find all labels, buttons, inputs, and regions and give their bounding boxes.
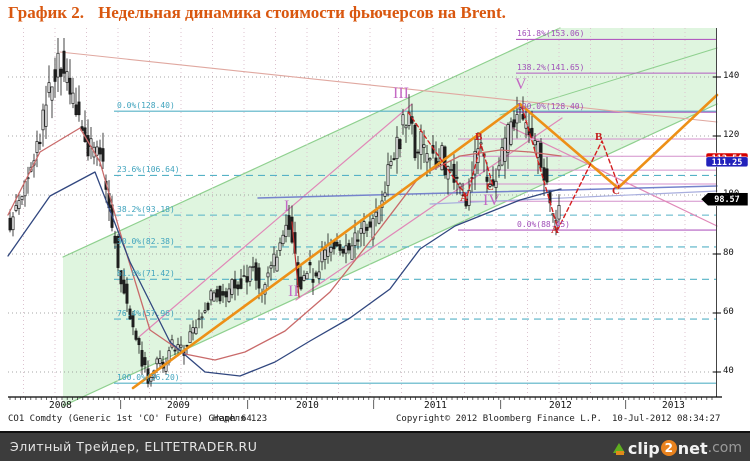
upload-arrow-base-icon <box>615 451 624 455</box>
x-axis-year-separator: | <box>623 400 629 410</box>
chart-title: График 2. Недельная динамика стоимости фь… <box>8 3 506 23</box>
title-bar: График 2. Недельная динамика стоимости фь… <box>0 0 750 28</box>
fib-retracement-label: 100.0%(36.20) <box>117 373 180 383</box>
y-axis-tick-label: 120 <box>723 130 740 140</box>
correction-wave-label: A <box>460 192 468 204</box>
chart-title-text: Недельная динамика стоимости фьючерсов н… <box>98 3 506 22</box>
fib-extension-label: 100.0%(128.40) <box>517 102 585 112</box>
correction-wave-label: C <box>612 185 620 197</box>
logo-com-text: .com <box>707 440 742 456</box>
x-axis-year-separator: | <box>498 400 504 410</box>
x-axis-year-label: 2011 <box>424 400 447 411</box>
week-label: Неделя 123 <box>213 414 268 424</box>
elliott-wave-label: III <box>393 85 409 102</box>
price-marker: 98.57 <box>714 195 740 205</box>
elliott-wave-label: V <box>515 76 527 93</box>
fib-retracement-label: 23.6%(106.64) <box>117 165 180 175</box>
chart-number-label: График 2. <box>8 3 85 22</box>
upload-arrow-icon <box>612 443 625 453</box>
elliott-wave-label: IV <box>483 192 500 209</box>
logo-2-badge: 2 <box>660 440 677 456</box>
elliott-wave-label: II <box>288 283 299 300</box>
elliott-wave-label: I <box>284 198 290 215</box>
fib-retracement-label: 61.8%(71.42) <box>117 269 175 279</box>
fib-extension-label: 161.8%(153.06) <box>517 29 585 39</box>
copyright-label: Copyright© 2012 Bloomberg Finance L.P. <box>396 414 602 424</box>
x-axis-year-separator: | <box>371 400 377 410</box>
price-marker: 111.25 <box>712 158 743 168</box>
watermark-bar: Элитный Трейдер, ELITETRADER.RU clip 2 n… <box>0 431 750 461</box>
fib-retracement-label: 0.0%(128.40) <box>117 101 175 111</box>
instrument-label: CO1 Comdty (Generic 1st 'CO' Future) Gra… <box>8 414 252 424</box>
y-axis-tick-label: 140 <box>723 71 740 81</box>
y-axis-tick-label: 100 <box>723 189 740 199</box>
y-axis-tick-label: 40 <box>723 366 734 376</box>
logo-clip-text: clip <box>627 438 660 458</box>
timestamp-label: 10-Jul-2012 08:34:27 <box>612 414 721 424</box>
y-axis-tick-label: 60 <box>723 307 734 317</box>
correction-wave-label: A <box>551 224 559 236</box>
fib-retracement-label: 76.4%(57.96) <box>117 309 175 319</box>
fib-extension-label: 138.2%(141.65) <box>517 63 585 73</box>
fib-retracement-label: 50.0%(82.38) <box>117 236 175 246</box>
x-axis-year-separator: | <box>245 400 251 410</box>
correction-wave-label: C <box>486 181 494 193</box>
x-axis-year-label: 2010 <box>296 400 319 411</box>
correction-wave-label: B <box>475 131 483 143</box>
y-axis-tick-label: 80 <box>723 248 734 258</box>
x-axis-year-separator: | <box>118 400 124 410</box>
chart-footer-row: CO1 Comdty (Generic 1st 'CO' Future) Gra… <box>0 412 750 428</box>
fib-retracement-label: 38.2%(93.18) <box>117 205 175 215</box>
fib-extension-label: 0.0%(88.45) <box>517 220 570 230</box>
logo-net-text: net <box>677 438 708 458</box>
site-watermark: Элитный Трейдер, ELITETRADER.RU <box>10 439 258 454</box>
clip2net-logo: clip 2 net .com <box>612 436 742 460</box>
correction-wave-label: B <box>595 131 603 143</box>
x-axis-year-label: 2012 <box>549 400 572 411</box>
x-axis-year-label: 2008 <box>49 400 72 411</box>
x-axis-year-label: 2009 <box>167 400 190 411</box>
x-axis-year-label: 2013 <box>662 400 685 411</box>
